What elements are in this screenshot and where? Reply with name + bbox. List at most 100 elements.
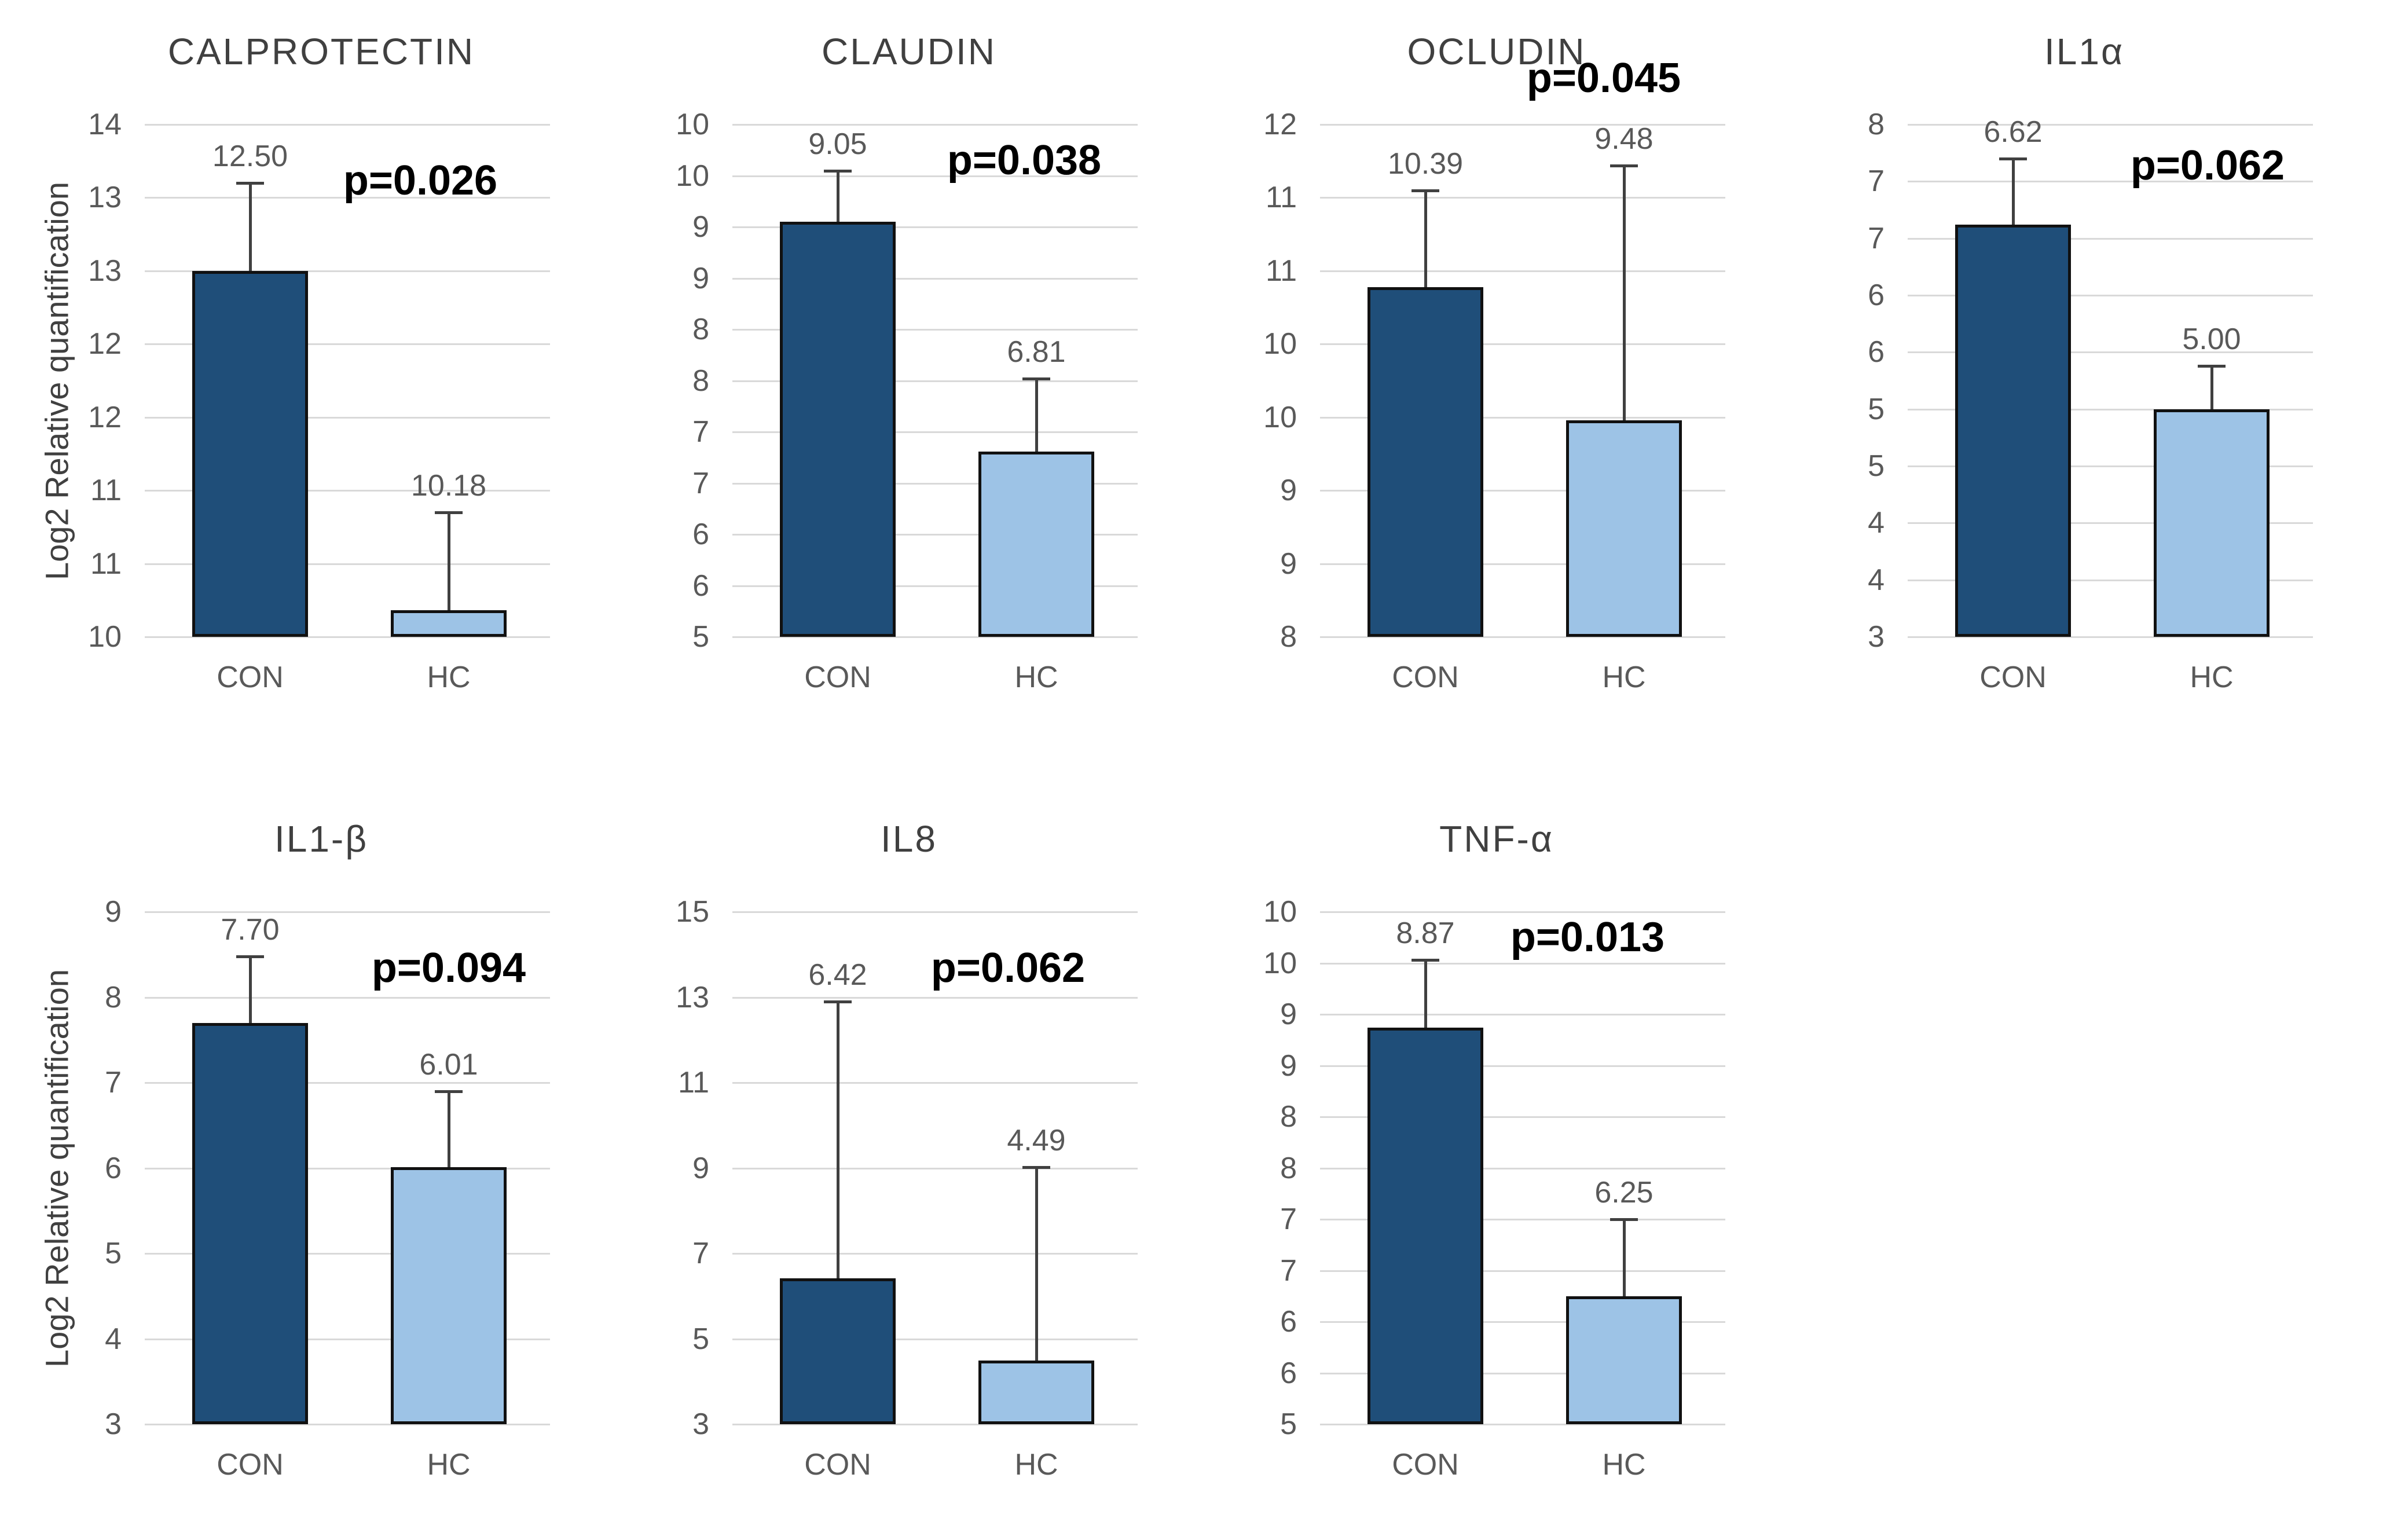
y-tick-label: 6 (692, 518, 709, 551)
y-axis-title: Log2 Relative quantification (38, 181, 75, 580)
y-tick-label: 3 (1868, 620, 1885, 654)
gridline (732, 1168, 1138, 1169)
y-tick-label: 4 (1868, 506, 1885, 540)
y-tick-label: 11 (90, 474, 122, 507)
gridline (145, 636, 550, 638)
x-category-label: CON (1979, 661, 2047, 694)
y-tick-label: 12 (1263, 108, 1297, 141)
error-bar-cap (435, 511, 463, 514)
gridline (1908, 580, 2313, 581)
x-category-label: HC (1602, 661, 1646, 694)
error-bar-cap (1022, 1166, 1050, 1169)
y-tick-label: 7 (1868, 222, 1885, 255)
gridline (1320, 963, 1725, 965)
gridline (1908, 465, 2313, 467)
chart-panel-il1-: IL1α 8 7 7 6 6 5 5 4 4 3 6.62 CON 5.00 HC p=0.062 (1798, 17, 2371, 753)
gridline (145, 1168, 550, 1169)
bar-value-label: 12.50 (212, 140, 288, 173)
y-tick-label: 6 (105, 1152, 122, 1185)
gridline (145, 490, 550, 492)
y-tick-label: 4 (105, 1322, 122, 1356)
gridline (1320, 197, 1725, 199)
gridline (1908, 238, 2313, 240)
y-tick-label: 10 (88, 620, 122, 654)
bar-value-label: 6.42 (808, 958, 867, 992)
gridline (1320, 1065, 1725, 1067)
bar-value-label: 6.01 (419, 1048, 478, 1081)
y-tick-label: 10 (1263, 947, 1297, 980)
y-tick-label: 3 (692, 1407, 709, 1441)
bar-value-label: 6.25 (1594, 1176, 1654, 1209)
y-tick-label: 10 (676, 108, 709, 141)
gridline (1320, 1321, 1725, 1323)
bar-hc (978, 452, 1094, 637)
x-category-label: HC (2190, 661, 2234, 694)
gridline (145, 343, 550, 345)
error-bar (448, 512, 450, 610)
gridline (732, 585, 1138, 587)
x-category-label: HC (1014, 1448, 1058, 1482)
y-tick-label: 9 (692, 1152, 709, 1185)
y-tick-label: 8 (692, 313, 709, 346)
y-tick-label: 13 (88, 254, 122, 288)
bar-con (780, 1278, 896, 1424)
gridline (732, 329, 1138, 331)
y-tick-label: 11 (1266, 181, 1297, 214)
error-bar (1424, 190, 1427, 287)
gridline (1908, 409, 2313, 410)
error-bar-cap (1412, 189, 1439, 192)
y-tick-label: 12 (88, 327, 122, 361)
bar-value-label: 9.05 (808, 127, 867, 161)
x-category-label: CON (804, 661, 871, 694)
gridline (732, 380, 1138, 382)
y-tick-label: 12 (88, 401, 122, 434)
gridline (732, 483, 1138, 485)
y-tick-label: 5 (692, 1322, 709, 1356)
gridline (1320, 270, 1725, 272)
y-tick-label: 10 (1263, 327, 1297, 361)
y-tick-label: 10 (1263, 401, 1297, 434)
error-bar-cap (1412, 959, 1439, 962)
bar-value-label: 10.39 (1387, 147, 1464, 181)
gridline (732, 124, 1138, 126)
y-tick-label: 11 (678, 1066, 709, 1099)
y-tick-label: 6 (1868, 278, 1885, 312)
bar-value-label: 6.81 (1007, 335, 1066, 369)
gridline (1908, 295, 2313, 296)
y-tick-label: 6 (692, 569, 709, 603)
gridline (732, 1339, 1138, 1340)
gridline (732, 1253, 1138, 1255)
gridline (145, 1339, 550, 1340)
gridline (732, 175, 1138, 177)
gridline (145, 997, 550, 999)
y-tick-label: 9 (1280, 474, 1297, 507)
y-tick-label: 7 (692, 467, 709, 500)
gridline (1320, 1168, 1725, 1169)
chart-panel-ocludin: OCLUDIN 12 11 11 10 10 9 9 8 10.39 CON 9.48 HC p=0.04… (1210, 17, 1783, 753)
bar-hc (1566, 1296, 1682, 1424)
bar-con (1368, 287, 1483, 637)
chart-title: OCLUDIN (1407, 31, 1586, 72)
bar-value-label: 9.48 (1594, 122, 1654, 156)
gridline (1320, 124, 1725, 126)
y-tick-label: 10 (676, 159, 709, 193)
gridline (1320, 911, 1725, 913)
chart-panel-tnf-: TNF-α 10 10 9 9 8 8 7 7 6 6 5 8.87 CON 6.25 HC p=0.013 (1210, 805, 1783, 1540)
error-bar-cap (236, 955, 264, 958)
bar-con (1368, 1028, 1483, 1424)
y-tick-label: 9 (105, 895, 122, 929)
chart-title: IL1α (2044, 31, 2124, 72)
gridline (145, 911, 550, 913)
chart-panel-calprotectin: CALPROTECTIN Log2 Relative quantification… (35, 17, 608, 753)
gridline (1320, 1424, 1725, 1425)
error-bar (448, 1091, 450, 1167)
x-category-label: HC (1014, 661, 1058, 694)
chart-title: CALPROTECTIN (167, 31, 475, 72)
y-tick-label: 5 (105, 1237, 122, 1270)
gridline (1320, 1373, 1725, 1374)
error-bar (1623, 166, 1626, 420)
gridline (1908, 181, 2313, 182)
gridline (1320, 417, 1725, 419)
p-value-label: p=0.062 (2130, 142, 2285, 189)
chart-title: IL8 (881, 818, 937, 860)
